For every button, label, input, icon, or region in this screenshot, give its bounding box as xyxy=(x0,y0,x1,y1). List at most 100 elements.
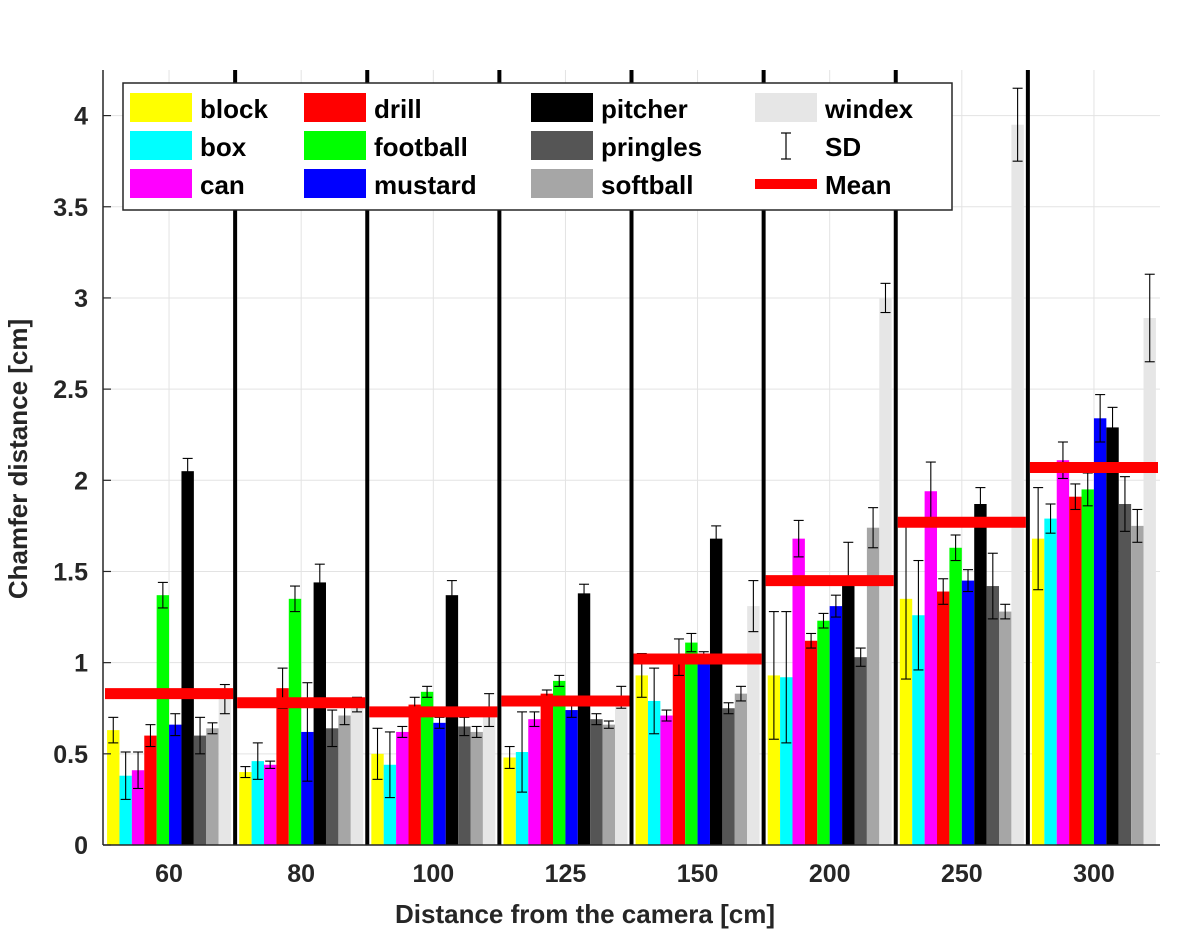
legend-label: block xyxy=(200,94,268,124)
legend-item-mustard: mustard xyxy=(304,169,477,200)
legend-item-block: block xyxy=(130,93,268,124)
x-tick-label: 60 xyxy=(155,860,183,888)
errorbar-softball-300 xyxy=(1132,508,1143,543)
errorbar-mustard-60 xyxy=(170,713,181,737)
bar-pringles-150 xyxy=(722,708,735,845)
legend-item-pringles: pringles xyxy=(531,131,702,162)
bar-can-125 xyxy=(528,719,541,845)
legend-label: windex xyxy=(824,94,914,124)
errorbar-football-100 xyxy=(422,685,433,698)
bar-block-300 xyxy=(1031,538,1045,845)
errorbar-block-300 xyxy=(1033,487,1044,591)
x-tick-label: 200 xyxy=(809,860,851,888)
errorbar-football-80 xyxy=(289,585,300,613)
x-tick-label: 250 xyxy=(941,860,983,888)
errorbar-pringles-80 xyxy=(327,709,338,748)
errorbar-box-300 xyxy=(1045,503,1056,534)
bar-can-80 xyxy=(263,764,277,845)
legend-swatch-football xyxy=(304,131,366,160)
errorbar-football-150 xyxy=(686,632,697,653)
errorbar-pitcher-100 xyxy=(446,580,457,611)
legend: block box can drill football mustard pitcher pr… xyxy=(122,82,953,211)
x-tick-label: 150 xyxy=(677,860,719,888)
errorbar-pringles-250 xyxy=(987,552,998,620)
bar-pitcher-100 xyxy=(445,595,459,845)
errorbar-box-80 xyxy=(252,742,263,780)
bar-windex-60 xyxy=(218,699,232,845)
bar-block-80 xyxy=(239,772,252,845)
errorbar-windex-150 xyxy=(748,580,759,633)
bar-mustard-80 xyxy=(301,731,314,845)
errorbar-football-60 xyxy=(157,581,168,609)
bar-softball-300 xyxy=(1131,525,1144,845)
bar-can-250 xyxy=(924,491,938,845)
errorbar-box-200 xyxy=(781,611,792,744)
bar-pringles-80 xyxy=(325,728,339,845)
legend-swatch-windex xyxy=(755,93,817,122)
y-tick-label: 3.5 xyxy=(53,194,88,222)
legend-swatch-pringles xyxy=(531,131,593,160)
bar-drill-100 xyxy=(408,704,421,845)
errorbar-windex-200 xyxy=(880,282,891,314)
mean-lines xyxy=(105,462,1158,718)
legend-label: softball xyxy=(601,170,693,200)
bar-pringles-100 xyxy=(458,726,471,845)
bar-box-250 xyxy=(912,615,925,845)
errorbar-pringles-200 xyxy=(855,647,866,667)
errorbar-softball-100 xyxy=(471,725,482,738)
legend-label: box xyxy=(200,132,247,162)
bar-mustard-200 xyxy=(829,606,843,845)
legend-item-mean: Mean xyxy=(755,170,891,200)
bar-windex-150 xyxy=(747,606,760,845)
errorbar-pitcher-300 xyxy=(1107,406,1118,449)
bar-drill-125 xyxy=(540,693,554,845)
errorbar-pitcher-80 xyxy=(314,563,325,602)
errorbar-softball-125 xyxy=(603,720,614,729)
errorbar-block-125 xyxy=(504,745,515,769)
bar-block-250 xyxy=(899,598,913,845)
errorbar-windex-300 xyxy=(1144,273,1155,363)
bar-drill-300 xyxy=(1069,496,1082,845)
errorbar-pringles-150 xyxy=(723,702,734,715)
bar-softball-150 xyxy=(734,693,748,845)
bar-softball-80 xyxy=(338,715,351,845)
bar-box-300 xyxy=(1044,518,1057,845)
x-tick-labels: 60 80 100 125 150 200 250 300 xyxy=(155,860,1115,888)
bar-windex-100 xyxy=(482,710,496,845)
errorbar-drill-250 xyxy=(938,578,949,605)
legend-swatch-can xyxy=(130,169,192,198)
bar-pitcher-150 xyxy=(709,538,723,845)
bar-block-200 xyxy=(767,675,781,845)
bar-football-80 xyxy=(288,598,302,845)
legend-label: SD xyxy=(825,132,861,162)
bar-drill-200 xyxy=(804,640,818,845)
bar-mustard-150 xyxy=(697,657,710,845)
errorbar-pringles-60 xyxy=(195,716,206,755)
bar-football-300 xyxy=(1081,489,1094,845)
errorbar-softball-250 xyxy=(1000,603,1011,620)
bar-pringles-60 xyxy=(193,735,207,845)
errorbar-block-200 xyxy=(768,611,779,740)
axes xyxy=(102,70,1160,846)
errorbar-football-200 xyxy=(818,612,829,629)
errorbar-block-80 xyxy=(240,766,251,779)
legend-item-softball: softball xyxy=(531,169,693,200)
bar-windex-80 xyxy=(350,704,364,845)
error-bars xyxy=(108,87,1155,800)
errorbar-drill-60 xyxy=(145,724,156,748)
legend-swatch-pitcher xyxy=(531,93,593,122)
bar-drill-80 xyxy=(276,688,289,845)
bar-softball-100 xyxy=(470,731,483,845)
legend-label: pitcher xyxy=(601,94,688,124)
legend-item-sd: SD xyxy=(781,132,861,162)
errorbar-box-150 xyxy=(649,667,660,735)
errorbar-pitcher-60 xyxy=(182,457,193,485)
legend-item-box: box xyxy=(130,131,247,162)
bar-block-125 xyxy=(503,757,516,845)
legend-label: can xyxy=(200,170,245,200)
y-tick-label: 2 xyxy=(74,467,88,495)
legend-item-football: football xyxy=(304,131,468,162)
bar-box-150 xyxy=(647,700,661,845)
x-tick-label: 100 xyxy=(412,860,454,888)
